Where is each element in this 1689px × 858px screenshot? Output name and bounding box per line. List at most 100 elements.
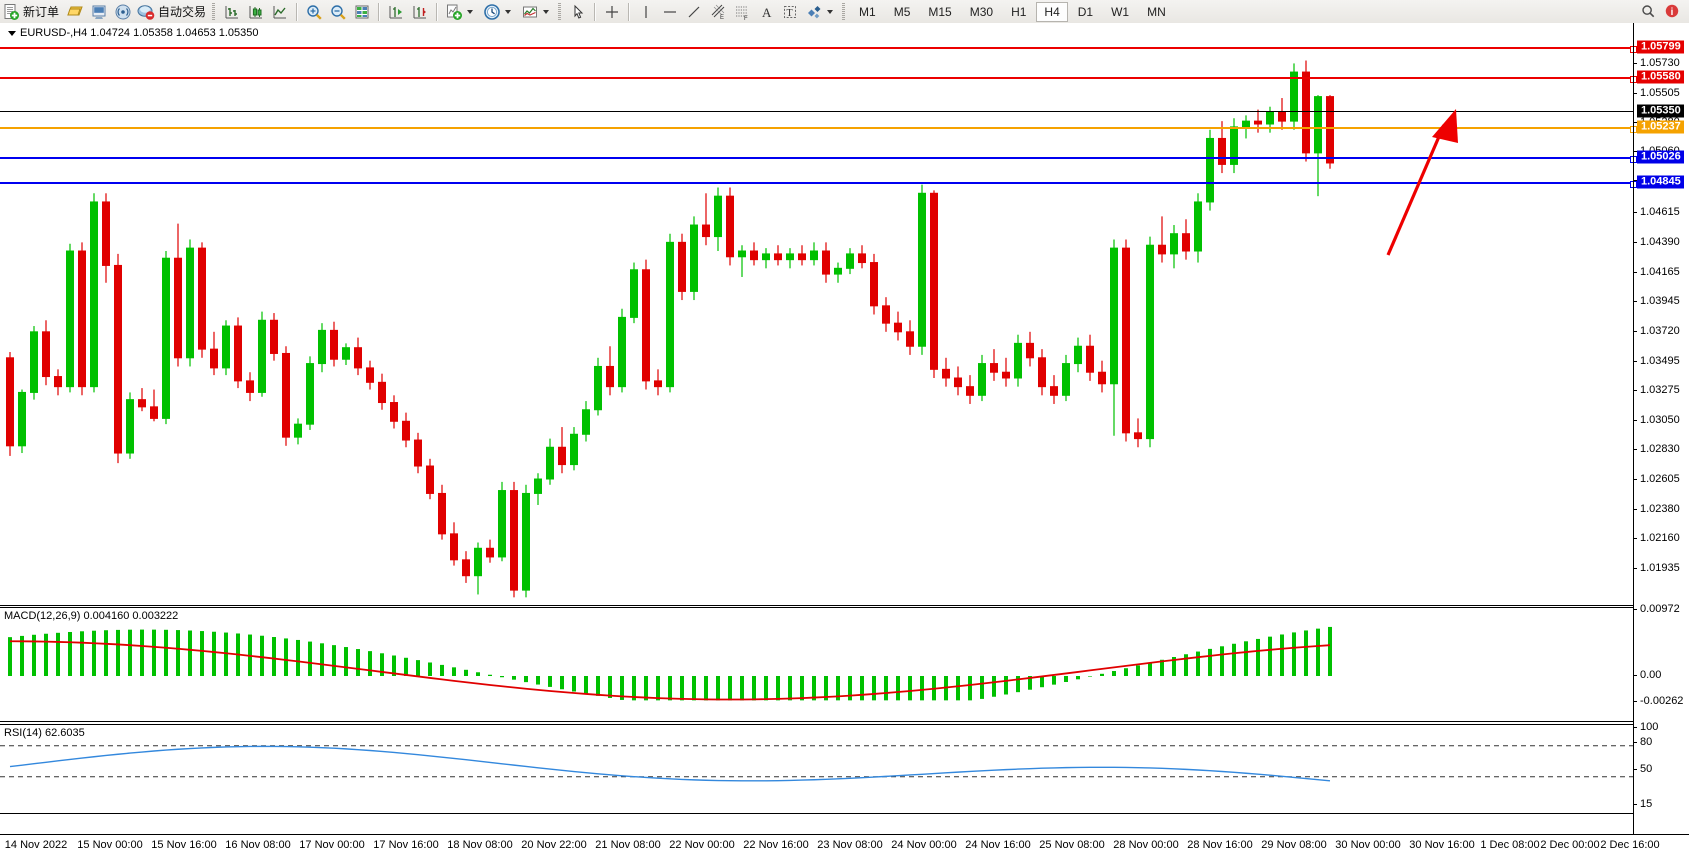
time-tick: 25 Nov 08:00 [1039, 839, 1105, 851]
price-level-badge-red[interactable]: 1.05580 [1637, 70, 1684, 84]
svg-text:i: i [1671, 6, 1674, 17]
time-tick: 24 Nov 00:00 [891, 839, 957, 851]
timeframe-mn[interactable]: MN [1147, 4, 1166, 19]
auto-scroll-icon [387, 3, 405, 21]
toolbar-separator [436, 2, 439, 21]
chevron-down-icon[interactable] [543, 9, 550, 14]
trendline-button[interactable] [682, 1, 706, 22]
time-tick: 30 Nov 00:00 [1335, 839, 1401, 851]
time-tick: 20 Nov 22:00 [521, 839, 587, 851]
text-button[interactable]: A [754, 1, 778, 22]
price-level-badge-blue[interactable]: 1.05026 [1637, 150, 1684, 164]
price-level-line-red[interactable] [0, 46, 1637, 53]
price-pane[interactable]: EURUSD-,H4 1.04724 1.05358 1.04653 1.053… [0, 23, 1637, 606]
toolbar-grip[interactable] [842, 3, 846, 20]
price-tick: 1.03720 [1634, 325, 1680, 337]
price-tick: 1.02160 [1634, 532, 1680, 544]
auto-trading-button[interactable]: 自动交易 [135, 1, 210, 22]
timeframe-d1[interactable]: D1 [1077, 4, 1094, 19]
search-button[interactable] [1637, 1, 1661, 22]
folder-button[interactable] [63, 1, 87, 22]
price-level-badge-orange[interactable]: 1.05237 [1637, 120, 1684, 134]
vertical-line-button[interactable] [634, 1, 658, 22]
symbol-ohlc-text: EURUSD-,H4 1.04724 1.05358 1.04653 1.053… [20, 27, 259, 39]
auto-trading-label: 自动交易 [158, 5, 207, 19]
zoom-out-button[interactable] [326, 1, 350, 22]
templates-icon [521, 3, 539, 21]
bar-chart-button[interactable] [220, 1, 244, 22]
indicator-tick: -0.00262 [1634, 695, 1683, 707]
toolbar-grip[interactable] [212, 3, 216, 20]
chevron-down-icon[interactable] [505, 9, 512, 14]
new-order-button[interactable]: 新订单 [0, 1, 63, 22]
indicator-tick: 0.00972 [1634, 603, 1680, 615]
indicators-icon [445, 3, 463, 21]
indicators-button[interactable] [442, 1, 480, 22]
timeframe-h4[interactable]: H4 [1036, 1, 1068, 22]
rsi-label: RSI(14) 62.6035 [4, 727, 85, 739]
line-chart-button[interactable] [268, 1, 292, 22]
price-level-line-black[interactable] [0, 111, 1633, 112]
macd-plot [8, 626, 1332, 701]
horizontal-line-button[interactable] [658, 1, 682, 22]
period-icon [483, 3, 501, 21]
fibonacci-button[interactable]: F [730, 1, 754, 22]
time-tick: 17 Nov 00:00 [299, 839, 365, 851]
folder-icon [66, 3, 84, 21]
price-level-line-red[interactable] [0, 76, 1637, 83]
price-axis[interactable]: 1.057301.055051.052801.050601.048451.046… [1633, 23, 1689, 834]
rsi-pane[interactable]: RSI(14) 62.6035 [0, 724, 1633, 814]
equidistant-channel-button[interactable]: E [706, 1, 730, 22]
chart-shift-button[interactable] [408, 1, 432, 22]
candlestick-chart-icon [247, 3, 265, 21]
bullish-arrow-annotation[interactable] [1380, 103, 1470, 263]
shapes-button[interactable] [802, 1, 840, 22]
crosshair-button[interactable] [600, 1, 624, 22]
chart-area[interactable]: EURUSD-,H4 1.04724 1.05358 1.04653 1.053… [0, 23, 1689, 834]
chart-marker-icon [8, 30, 16, 36]
candlestick-chart-button[interactable] [244, 1, 268, 22]
zoom-out-icon [329, 3, 347, 21]
text-label-button[interactable]: T [778, 1, 802, 22]
terminal-button[interactable] [87, 1, 111, 22]
auto-scroll-button[interactable] [384, 1, 408, 22]
time-tick: 2 Dec 00:00 [1540, 839, 1600, 851]
time-tick: 15 Nov 16:00 [151, 839, 217, 851]
timeframe-m30[interactable]: M30 [969, 4, 994, 19]
timeframe-m1[interactable]: M1 [859, 4, 876, 19]
price-level-badge-blue[interactable]: 1.04845 [1637, 175, 1684, 189]
timeframe-m15[interactable]: M15 [928, 4, 952, 19]
svg-text:E: E [720, 15, 724, 21]
macd-pane[interactable]: MACD(12,26,9) 0.004160 0.003222 [0, 607, 1633, 722]
time-tick: 28 Nov 16:00 [1187, 839, 1253, 851]
timeframe-h1[interactable]: H1 [1011, 4, 1027, 19]
indicator-tick: 0.00 [1634, 669, 1661, 681]
help-button[interactable]: i [1661, 1, 1685, 22]
time-axis[interactable]: 14 Nov 2022 15 Nov 00:00 15 Nov 16:00 16 No… [0, 834, 1689, 858]
templates-button[interactable] [518, 1, 556, 22]
chevron-down-icon[interactable] [827, 9, 834, 14]
text-label-icon: T [781, 3, 799, 21]
toolbar-separator [628, 2, 631, 21]
svg-text:F: F [744, 16, 748, 21]
data-window-button[interactable] [350, 1, 374, 22]
timeframe-m5[interactable]: M5 [893, 4, 911, 19]
price-tick: 1.03945 [1634, 295, 1680, 307]
timeframe-w1[interactable]: W1 [1111, 4, 1130, 19]
price-level-badge-red[interactable]: 1.05799 [1637, 40, 1684, 54]
equidistant-channel-icon: E [709, 3, 727, 21]
time-tick: 21 Nov 08:00 [595, 839, 661, 851]
indicator-tick: 50 [1634, 763, 1652, 775]
price-tick: 1.05505 [1634, 87, 1680, 99]
zoom-in-icon [305, 3, 323, 21]
zoom-in-button[interactable] [302, 1, 326, 22]
price-tick: 1.02830 [1634, 443, 1680, 455]
toolbar-grip[interactable] [558, 3, 562, 20]
price-level-badge-black[interactable]: 1.05350 [1637, 104, 1684, 118]
time-tick: 22 Nov 00:00 [669, 839, 735, 851]
broadcast-button[interactable] [111, 1, 135, 22]
cursor-button[interactable] [566, 1, 590, 22]
chevron-down-icon[interactable] [467, 9, 474, 14]
period-button[interactable] [480, 1, 518, 22]
broadcast-icon [114, 3, 132, 21]
